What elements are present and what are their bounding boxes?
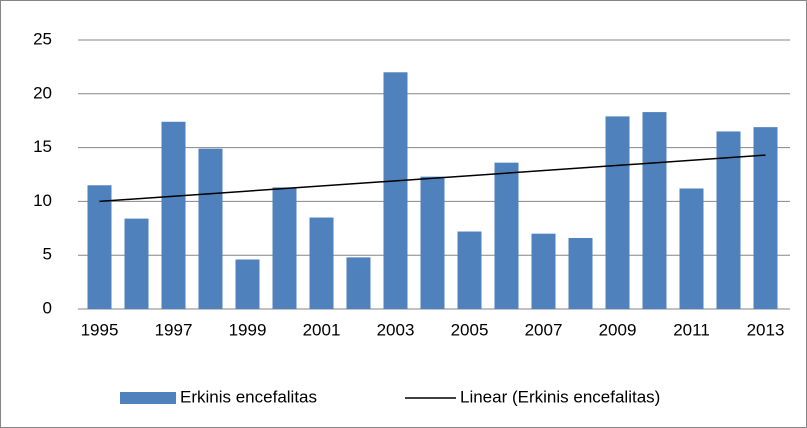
bar [605,116,630,310]
bar [309,217,334,309]
y-tick-label: 10 [33,191,52,210]
bar [235,259,260,309]
x-tick-label: 1999 [229,320,267,339]
bar [198,148,223,309]
bar [420,176,445,309]
x-tick-label: 2001 [303,320,341,339]
y-tick-label: 5 [43,245,52,264]
legend-label: Linear (Erkinis encefalitas) [460,387,660,406]
trendline [99,154,766,203]
bar [494,162,519,309]
bar [531,233,556,309]
bar [272,187,297,309]
legend-swatch [120,392,176,404]
bar [568,237,593,309]
bar [124,218,149,309]
x-tick-label: 2011 [673,320,710,339]
y-tick-label: 25 [33,29,52,48]
y-tick-label: 0 [43,298,52,317]
y-tick-label: 15 [33,137,52,156]
legend-label: Erkinis encefalitas [180,387,317,406]
bar [753,127,778,309]
x-tick-label: 2003 [377,320,415,339]
bar [642,112,667,309]
bar [457,231,482,309]
x-tick-label: 2005 [451,320,489,339]
x-tick-label: 2007 [525,320,563,339]
bar [716,131,741,309]
bar [87,185,112,309]
bar [383,72,408,309]
bar [679,188,704,309]
x-tick-label: 2009 [599,320,637,339]
x-tick-label: 1997 [155,320,193,339]
bar [161,121,186,309]
y-tick-label: 20 [33,83,52,102]
bar [346,257,371,309]
x-tick-label: 2013 [747,320,785,339]
x-tick-label: 1995 [81,320,119,339]
